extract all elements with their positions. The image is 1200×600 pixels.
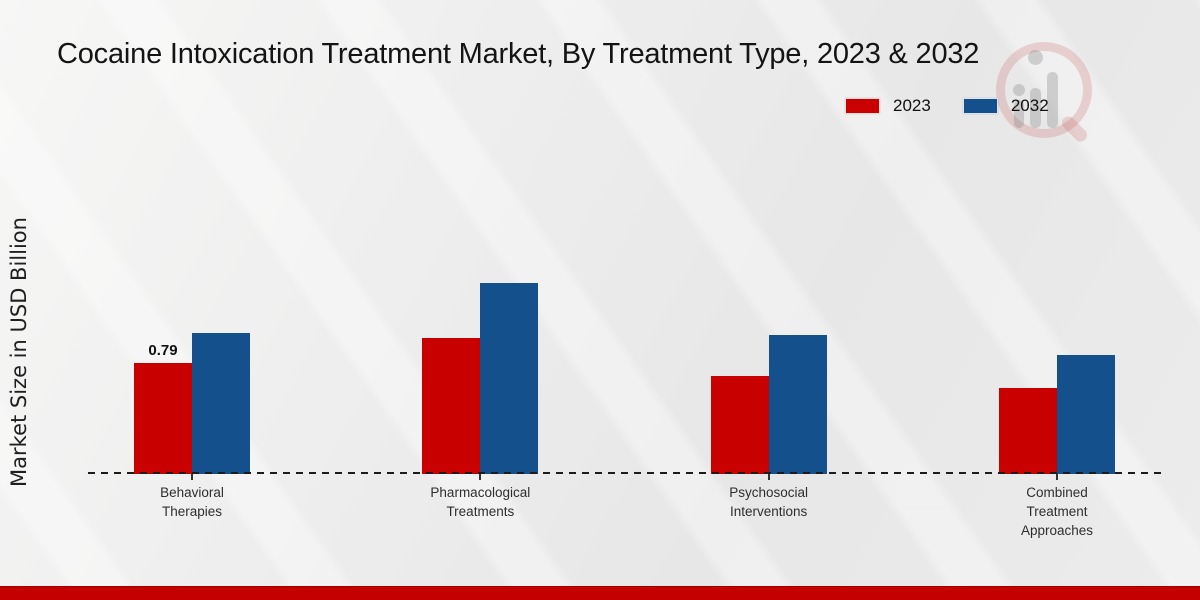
bar-2032-pharmacological-treatments (480, 283, 539, 474)
bar-2023-behavioral-therapies (134, 363, 192, 474)
bar-2023-combined-treatment-approaches (998, 388, 1057, 474)
legend-label: 2023 (893, 96, 931, 115)
category-label-line: Approaches (1020, 523, 1094, 538)
legend: 2023 2032 (845, 96, 1049, 116)
category-label-pharmacological-treatments: Pharmacological Treatments (380, 483, 580, 521)
bar-2032-psychosocial-interventions (768, 335, 827, 474)
category-label-behavioral-therapies: Behavioral Therapies (92, 483, 292, 521)
bar-2032-behavioral-therapies (192, 333, 250, 474)
bar-2032-combined-treatment-approaches (1056, 355, 1115, 474)
category-label-combined-treatment-approaches: Combined Treatment Approaches (957, 483, 1157, 540)
x-axis-tick (479, 474, 482, 480)
category-label-line: Therapies (161, 504, 223, 519)
bar-2023-pharmacological-treatments (422, 338, 481, 474)
legend-label: 2032 (1010, 96, 1049, 115)
category-label-line: Treatments (446, 504, 515, 519)
bar-value-label: 0.79 (148, 342, 178, 359)
category-label-line: Treatment (1026, 504, 1088, 519)
x-axis-dashed-line (88, 472, 1165, 474)
category-label-psychosocial-interventions: Psychosocial Interventions (669, 483, 869, 521)
x-axis-tick (1055, 474, 1058, 480)
chart-title: Cocaine Intoxication Treatment Market, B… (57, 38, 980, 70)
legend-swatch-2032 (962, 98, 998, 114)
category-label-line: Behavioral (160, 485, 224, 500)
legend-item-2023: 2023 (845, 96, 931, 116)
category-label-line: Interventions (730, 504, 808, 519)
footer-red-bar (0, 586, 1200, 600)
category-label-line: Psychosocial (729, 485, 809, 500)
legend-item-2032: 2032 (962, 96, 1049, 116)
category-label-line: Combined (1026, 485, 1088, 500)
x-axis-tick (767, 474, 770, 480)
category-label-line: Pharmacological (430, 485, 531, 500)
x-axis-tick (191, 474, 193, 480)
legend-swatch-2023 (845, 98, 880, 114)
bar-2023-psychosocial-interventions (710, 376, 769, 474)
